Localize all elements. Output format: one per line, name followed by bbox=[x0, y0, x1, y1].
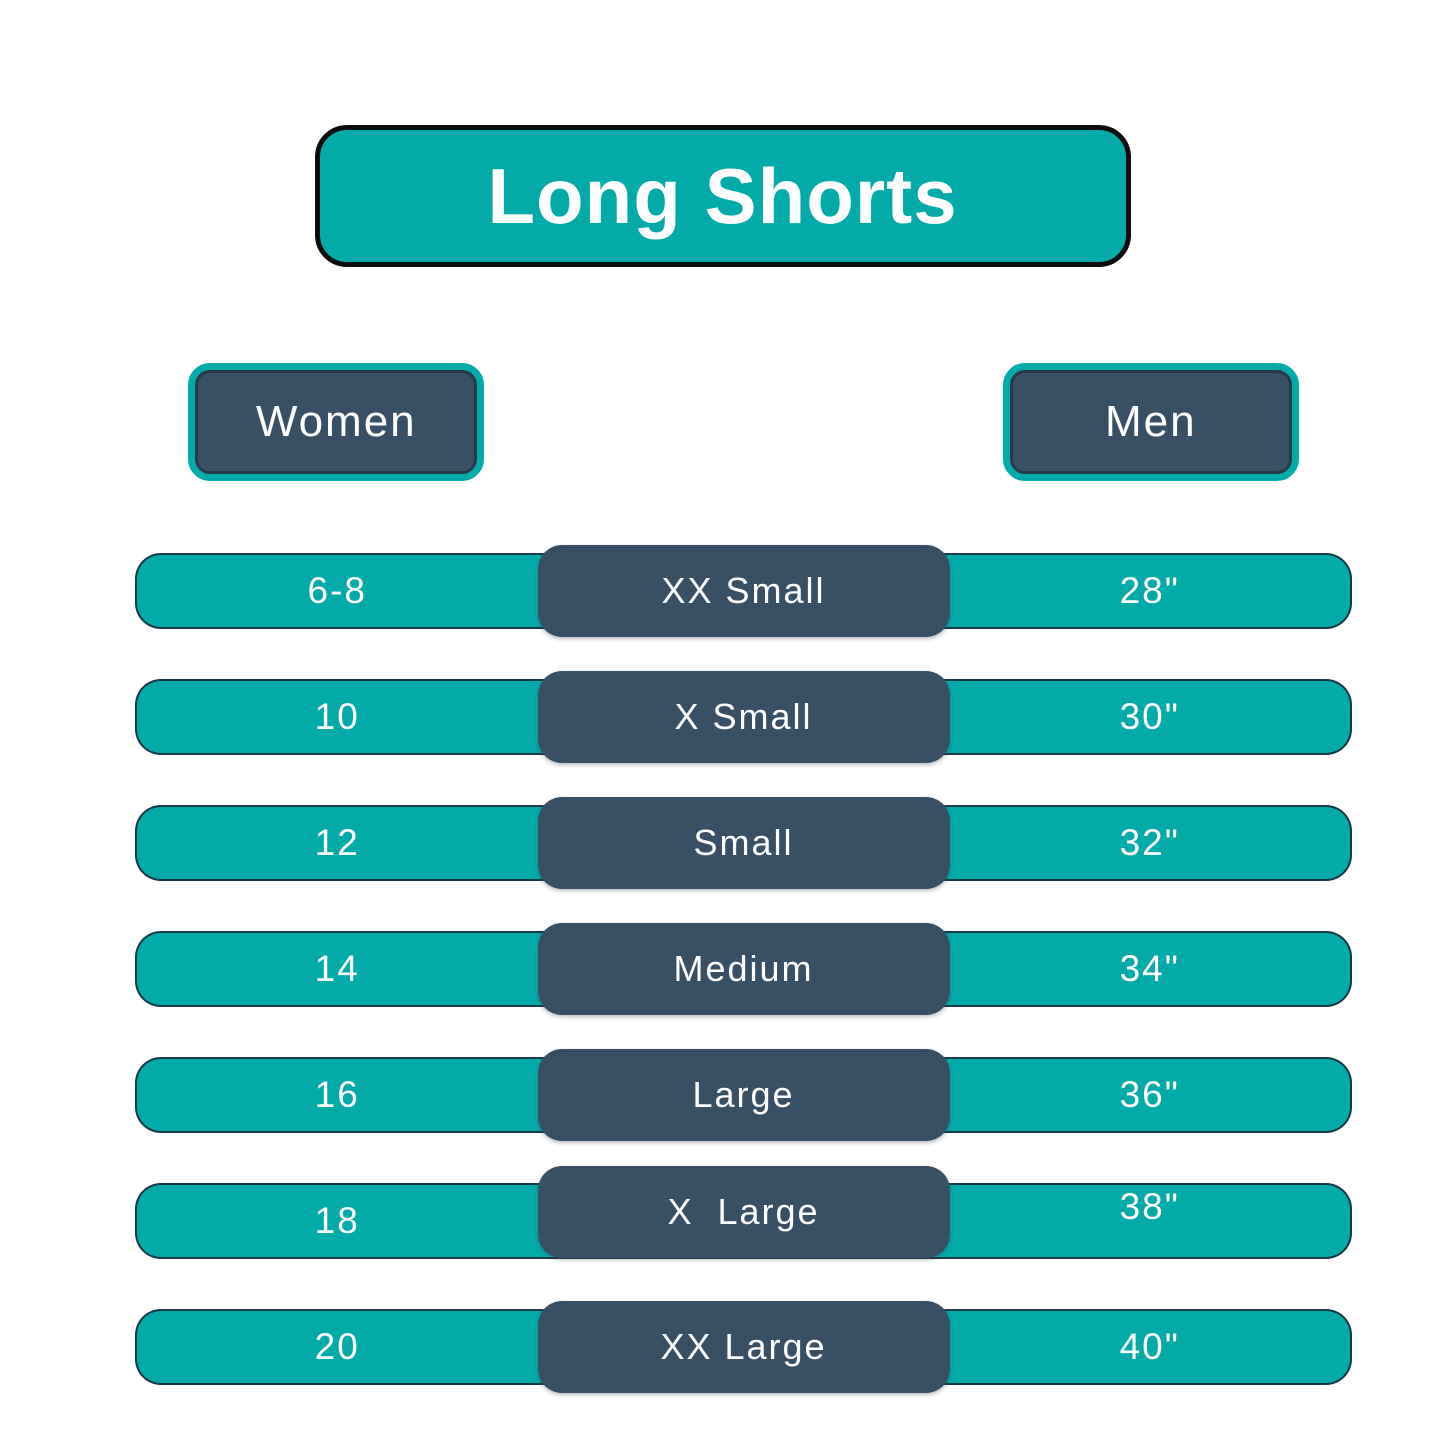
size-bar: 6-8 XX Small 28" bbox=[135, 545, 1352, 637]
size-row: 12 Small 32" bbox=[135, 797, 1352, 889]
size-bar: 16 Large 36" bbox=[135, 1049, 1352, 1141]
size-bar: 10 X Small 30" bbox=[135, 671, 1352, 763]
women-size-value: 14 bbox=[314, 948, 360, 989]
size-bar: 20 XX Large 40" bbox=[135, 1301, 1352, 1393]
page-title: Long Shorts bbox=[487, 151, 958, 240]
size-label-pill: Medium bbox=[537, 923, 950, 1015]
women-size-value: 6-8 bbox=[307, 570, 367, 611]
size-bar: 14 Medium 34" bbox=[135, 923, 1352, 1015]
women-size-value: 16 bbox=[314, 1074, 360, 1115]
size-chart-page: Long Shorts Women Men 6-8 XX Small 28" 10 X … bbox=[0, 125, 1445, 1445]
size-row: 14 Medium 34" bbox=[135, 923, 1352, 1015]
men-size-value: 40" bbox=[1119, 1326, 1180, 1367]
size-rows: 6-8 XX Small 28" 10 X Small 30" 12 Small 32" 14 Me… bbox=[0, 545, 1445, 1393]
size-row: 18 X Large 38" bbox=[135, 1166, 1352, 1259]
size-row: 16 Large 36" bbox=[135, 1049, 1352, 1141]
men-size-value: 38" bbox=[1119, 1186, 1180, 1227]
column-headers: Women Men bbox=[0, 363, 1445, 481]
size-label-pill: X Small bbox=[537, 671, 950, 763]
size-label-pill: X Large bbox=[537, 1166, 950, 1258]
size-row: 20 XX Large 40" bbox=[135, 1301, 1352, 1393]
size-row: 10 X Small 30" bbox=[135, 671, 1352, 763]
men-size-value: 30" bbox=[1119, 696, 1180, 737]
women-header-button[interactable]: Women bbox=[188, 363, 485, 481]
women-size-value: 20 bbox=[314, 1326, 360, 1367]
men-header-label: Men bbox=[1104, 397, 1197, 446]
size-label-pill: XX Large bbox=[537, 1301, 950, 1393]
men-header-button[interactable]: Men bbox=[1002, 363, 1299, 481]
women-size-value: 18 bbox=[314, 1200, 360, 1241]
men-size-value: 36" bbox=[1119, 1074, 1180, 1115]
size-label-pill: Small bbox=[537, 797, 950, 889]
size-label-pill: XX Small bbox=[537, 545, 950, 637]
size-row: 6-8 XX Small 28" bbox=[135, 545, 1352, 637]
women-size-value: 12 bbox=[314, 822, 360, 863]
men-size-value: 34" bbox=[1119, 948, 1180, 989]
title-banner: Long Shorts bbox=[314, 125, 1131, 267]
women-size-value: 10 bbox=[314, 696, 360, 737]
men-size-value: 32" bbox=[1119, 822, 1180, 863]
size-label-pill: Large bbox=[537, 1049, 950, 1141]
size-bar: 12 Small 32" bbox=[135, 797, 1352, 889]
women-header-label: Women bbox=[255, 397, 417, 446]
size-bar: 18 X Large 38" bbox=[135, 1166, 1352, 1259]
men-size-value: 28" bbox=[1119, 570, 1180, 611]
